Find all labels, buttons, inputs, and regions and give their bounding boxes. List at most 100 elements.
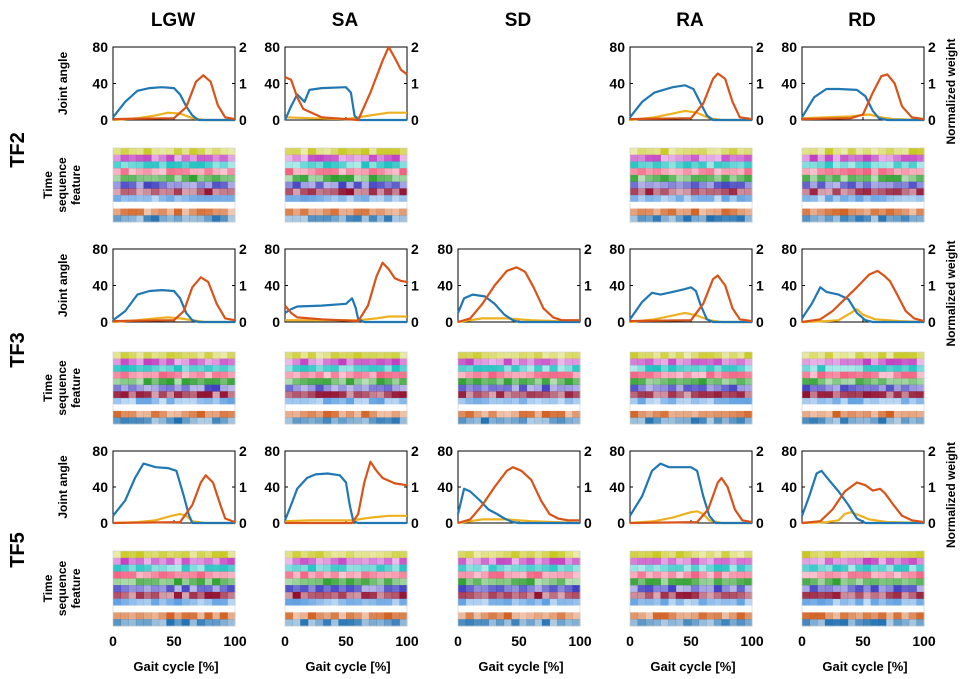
- heatmap-cell: [196, 578, 205, 586]
- heatmap-cell: [660, 404, 669, 412]
- heatmap-cell: [809, 551, 818, 559]
- heatmap-cell: [878, 384, 887, 392]
- heatmap-cell: [721, 619, 730, 627]
- right-y-tick-label: 0: [411, 112, 419, 128]
- heatmap-cell: [847, 578, 856, 586]
- heatmap-cell: [376, 208, 385, 216]
- heatmap-cell: [361, 571, 370, 579]
- heatmap-cell: [840, 619, 849, 627]
- heatmap-cell: [847, 619, 856, 627]
- x-tick-label: 0: [454, 633, 462, 649]
- heatmap-cell: [315, 208, 324, 216]
- heatmap-cell: [901, 195, 910, 203]
- heatmap-cell: [683, 404, 692, 412]
- heatmap-cell: [721, 578, 730, 586]
- heatmap-cell: [189, 578, 198, 586]
- heatmap-cell: [698, 371, 707, 379]
- heatmap-cell: [847, 174, 856, 182]
- heatmap-cell: [519, 598, 528, 606]
- x-tick-label: 0: [281, 633, 289, 649]
- heatmap-cell: [729, 417, 738, 425]
- series-line-blue: [456, 293, 580, 324]
- heatmap-cell: [151, 201, 160, 209]
- heatmap-cell: [391, 397, 400, 405]
- heatmap-cell: [181, 410, 190, 418]
- heatmap-cell: [285, 168, 294, 176]
- heatmap-frame: [801, 351, 925, 425]
- heatmap-cell: [346, 585, 355, 593]
- heatmap-cell: [219, 215, 228, 223]
- heatmap-cell: [174, 201, 183, 209]
- heatmap-cell: [637, 591, 646, 600]
- heatmap-cell: [128, 557, 137, 565]
- heatmap-cell: [901, 612, 910, 620]
- heatmap-cell: [526, 404, 535, 412]
- series-line-yellow: [801, 308, 925, 324]
- heatmap-cell: [120, 417, 129, 425]
- heatmap-cell: [292, 571, 301, 579]
- heatmap-cell: [809, 605, 818, 613]
- heatmap-cell: [637, 410, 646, 418]
- heatmap-cell: [840, 358, 849, 366]
- series-line-blue: [801, 286, 924, 324]
- heatmap-cell: [346, 391, 355, 399]
- heatmap-cell: [480, 371, 489, 379]
- heatmap-cell: [368, 612, 377, 620]
- heatmap-cell: [698, 598, 707, 606]
- left-y-tick-label: 40: [264, 479, 280, 495]
- heatmap-cell: [181, 168, 190, 176]
- heatmap-cell: [285, 417, 294, 425]
- heatmap-cell: [300, 578, 309, 586]
- heatmap-cell: [120, 365, 129, 372]
- heatmap-cell: [346, 578, 355, 586]
- heatmap-cell: [135, 598, 144, 606]
- heatmap-cell: [729, 404, 738, 412]
- heatmap-cell: [675, 410, 684, 418]
- heatmap-cell: [847, 605, 856, 613]
- heatmap-cell: [802, 417, 811, 425]
- feature-heatmap: [457, 550, 581, 627]
- heatmap-cell: [557, 564, 566, 572]
- heatmap-cell: [338, 352, 347, 359]
- heatmap-cell: [361, 201, 370, 209]
- heatmap-cell: [458, 378, 467, 386]
- heatmap-cell: [908, 605, 917, 613]
- heatmap-cell: [637, 404, 646, 412]
- heatmap-cell: [196, 201, 205, 209]
- heatmap-cell: [817, 417, 826, 425]
- heatmap-cell: [353, 598, 362, 606]
- heatmap-cell: [300, 378, 309, 386]
- heatmap-cell: [744, 397, 753, 405]
- heatmap-cell: [181, 208, 190, 216]
- heatmap-cell: [698, 417, 707, 425]
- heatmap-cell: [361, 557, 370, 565]
- heatmap-cell: [181, 352, 190, 359]
- heatmap-cell: [736, 174, 745, 182]
- heatmap-cell: [300, 391, 309, 399]
- heatmap-cell: [660, 181, 669, 189]
- heatmap-cell: [683, 410, 692, 418]
- heatmap-cell: [683, 564, 692, 572]
- heatmap-cell: [135, 168, 144, 176]
- heatmap-cell: [526, 557, 535, 565]
- heatmap-cell: [744, 168, 753, 176]
- heatmap-cell: [870, 391, 879, 399]
- x-tick-label: 0: [626, 633, 634, 649]
- heatmap-cell: [549, 371, 558, 379]
- heatmap-cell: [323, 417, 332, 425]
- heatmap-cell: [158, 619, 167, 627]
- heatmap-cell: [346, 417, 355, 425]
- heatmap-cell: [399, 417, 408, 425]
- heatmap-cell: [809, 417, 818, 425]
- heatmap-cell: [863, 174, 872, 182]
- heatmap-cell: [227, 161, 236, 169]
- heatmap-cell: [473, 371, 482, 379]
- heatmap-cell: [637, 208, 646, 216]
- heatmap-cell: [315, 195, 324, 203]
- heatmap-cell: [691, 578, 700, 586]
- heatmap-cell: [384, 371, 393, 379]
- heatmap-cell: [399, 215, 408, 223]
- heatmap-cell: [885, 378, 894, 386]
- heatmap-cell: [645, 612, 654, 620]
